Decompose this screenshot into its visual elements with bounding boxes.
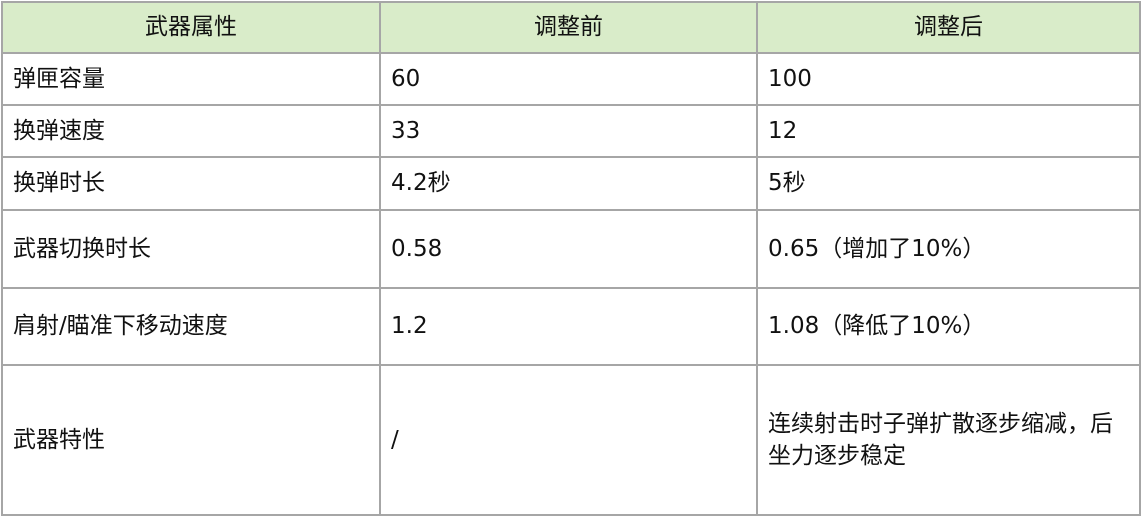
header-before: 调整前 [379,1,758,54]
cell-after: 100 [756,52,1141,106]
cell-attribute: 换弹速度 [1,104,381,158]
cell-after: 5秒 [756,156,1141,211]
cell-after: 0.65（增加了10%） [756,209,1141,289]
header-after: 调整后 [756,1,1141,54]
cell-attribute: 武器特性 [1,364,381,516]
header-attribute: 武器属性 [1,1,381,54]
cell-before: / [379,364,758,516]
cell-before: 60 [379,52,758,106]
header-row: 武器属性 调整前 调整后 [1,1,1141,54]
table-row: 武器切换时长 0.58 0.65（增加了10%） [1,209,1141,289]
cell-after: 连续射击时子弹扩散逐步缩减，后坐力逐步稳定 [756,364,1141,516]
cell-attribute: 弹匣容量 [1,52,381,106]
cell-after: 1.08（降低了10%） [756,287,1141,366]
table-row: 肩射/瞄准下移动速度 1.2 1.08（降低了10%） [1,287,1141,366]
table-row: 换弹速度 33 12 [1,104,1141,158]
cell-attribute: 武器切换时长 [1,209,381,289]
cell-before: 1.2 [379,287,758,366]
cell-attribute: 肩射/瞄准下移动速度 [1,287,381,366]
cell-before: 4.2秒 [379,156,758,211]
cell-before: 33 [379,104,758,158]
cell-attribute: 换弹时长 [1,156,381,211]
cell-before: 0.58 [379,209,758,289]
cell-after: 12 [756,104,1141,158]
table-row: 弹匣容量 60 100 [1,52,1141,106]
table-row: 武器特性 / 连续射击时子弹扩散逐步缩减，后坐力逐步稳定 [1,364,1141,516]
table-row: 换弹时长 4.2秒 5秒 [1,156,1141,211]
